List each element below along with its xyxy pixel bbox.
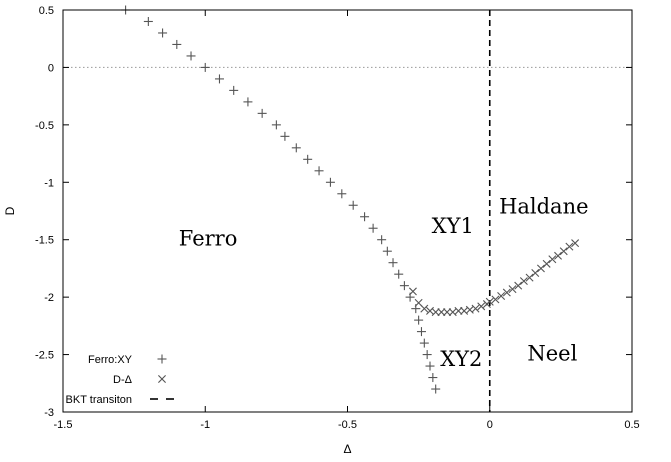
region-label-haldane: Haldane (499, 194, 588, 218)
d-delta-point (514, 281, 523, 290)
ferro-xy-point (143, 16, 153, 26)
ferro-xy-point (419, 338, 429, 348)
ferro-xy-point (348, 200, 358, 210)
ferro-xy-point (428, 373, 438, 383)
region-label-xy2: XY2 (440, 347, 482, 371)
tick-labels: -1.5 -1 -0.5 0 0.5 -3 -2.5 -2 -1.5 -1 -0.5 0 0.5 (35, 5, 640, 431)
ferro-xy-point (243, 97, 253, 107)
ferro-xy-point (360, 212, 370, 222)
d-delta-point (502, 288, 511, 297)
d-delta-point (542, 259, 551, 268)
ferro-xy-point (280, 131, 290, 141)
ferro-xy-point (394, 269, 404, 279)
y-tick-label: -1 (44, 177, 54, 189)
d-delta-point (420, 304, 429, 313)
ferro-xy-point (186, 51, 196, 61)
ferro-xy-point (325, 177, 335, 187)
d-delta-point (443, 308, 452, 317)
ferro-xy-point (271, 120, 281, 130)
data-series (121, 5, 580, 394)
legend-marker-cross (158, 375, 166, 383)
y-tick-label: -1.5 (35, 235, 54, 247)
d-delta-point (497, 292, 506, 300)
ferro-xy-point (303, 154, 313, 164)
x-tick-label: -1 (200, 419, 210, 431)
ferro-xy-point (414, 315, 424, 325)
ferro-xy-point (337, 189, 347, 199)
d-delta-point (471, 304, 480, 313)
x-tick-label: -1.5 (54, 419, 73, 431)
ferro-xy-point (388, 258, 398, 268)
ferro-xy-point (416, 327, 426, 337)
ferro-xy-point (229, 85, 239, 95)
d-delta-point (431, 308, 440, 317)
ferro-xy-point (368, 223, 378, 233)
series-ferro-xy (121, 5, 441, 394)
x-axis-label: Δ (343, 442, 351, 456)
region-label-xy1: XY1 (432, 214, 474, 238)
ferro-xy-point (377, 235, 387, 245)
ferro-xy-point (431, 384, 441, 394)
d-delta-point (454, 306, 463, 315)
legend-label: D-Δ (113, 374, 133, 386)
y-tick-label: -2 (44, 292, 54, 304)
d-delta-point (571, 239, 580, 248)
legend: Ferro:XY D-Δ BKT transiton (66, 354, 174, 406)
y-tick-label: 0 (48, 62, 54, 74)
d-delta-point (437, 308, 446, 317)
d-delta-point (477, 302, 486, 311)
ferro-xy-point (158, 28, 168, 38)
y-tick-label: -0.5 (35, 120, 54, 132)
d-delta-point (536, 264, 545, 273)
x-tick-label: -0.5 (338, 419, 357, 431)
region-label-ferro: Ferro (179, 226, 238, 250)
y-tick-label: -3 (44, 407, 54, 419)
legend-label: BKT transiton (66, 394, 132, 406)
x-tick-label: 0.5 (624, 419, 639, 431)
ferro-xy-point (172, 39, 182, 49)
y-tick-label: -2.5 (35, 350, 54, 362)
ferro-xy-point (399, 281, 409, 291)
ferro-xy-point (214, 74, 224, 84)
reference-lines (63, 10, 632, 412)
legend-label: Ferro:XY (88, 354, 133, 366)
series-d-delta (408, 239, 580, 317)
region-labels: Ferro XY1 Haldane XY2 Neel (179, 194, 589, 371)
ferro-xy-point (382, 246, 392, 256)
ferro-xy-point (200, 62, 210, 72)
d-delta-point (491, 295, 500, 304)
d-delta-point (559, 247, 568, 256)
ferro-xy-point (257, 108, 267, 118)
d-delta-point (565, 242, 574, 251)
region-label-neel: Neel (527, 341, 577, 365)
legend-marker-plus (157, 354, 167, 364)
d-delta-point (531, 269, 540, 278)
d-delta-point (519, 277, 528, 286)
d-delta-point (508, 285, 517, 294)
d-delta-point (525, 273, 534, 282)
d-delta-point (554, 251, 563, 260)
ferro-xy-point (425, 361, 435, 371)
d-delta-point (548, 255, 557, 264)
x-tick-label: 0 (487, 419, 493, 431)
axis-ticks (62, 9, 633, 413)
ferro-xy-point (291, 143, 301, 153)
y-axis-label: D (3, 206, 17, 215)
ferro-xy-point (422, 350, 432, 360)
ferro-xy-point (314, 166, 324, 176)
d-delta-point (485, 297, 494, 306)
d-delta-point (408, 287, 417, 296)
y-tick-label: 0.5 (39, 5, 54, 17)
